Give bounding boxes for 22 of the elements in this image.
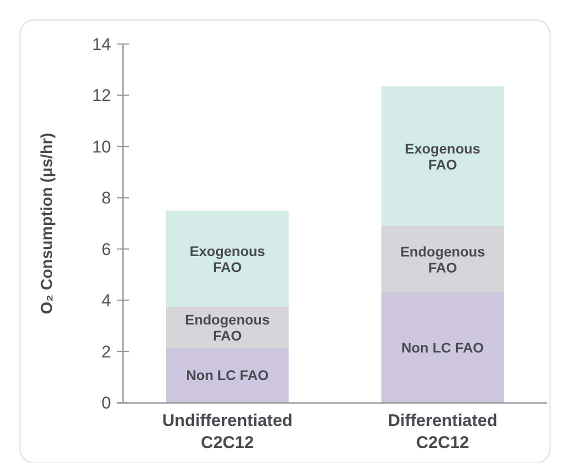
series-label: Endogenous FAO [184, 312, 270, 344]
y-axis-title: O₂ Consumption (μs/hr) [39, 132, 56, 314]
y-tick-label: 12 [92, 86, 111, 106]
y-tick-label: 8 [102, 188, 111, 208]
x-tick-label: Undifferentiated C2C12 [162, 411, 293, 452]
bar [166, 348, 289, 403]
y-tick-label: 10 [92, 137, 111, 156]
y-tick-label: 2 [102, 342, 111, 362]
bar [381, 292, 504, 403]
y-tick-label: 14 [92, 35, 111, 54]
bar [381, 86, 504, 226]
text: Non LC FAO [401, 340, 484, 356]
text: Exogenous FAO [190, 243, 266, 276]
text: Endogenous FAO [400, 244, 486, 276]
x-tick-label: Differentiated C2C12 [388, 411, 498, 452]
bar [381, 226, 504, 293]
y-tick-label: 0 [102, 394, 111, 413]
y-tick-label: 4 [102, 291, 111, 310]
series-label: Non LC FAO [186, 367, 269, 384]
bar [166, 210, 289, 307]
y-tick-label: 6 [102, 240, 111, 259]
series-label: Exogenous FAO [404, 140, 481, 173]
